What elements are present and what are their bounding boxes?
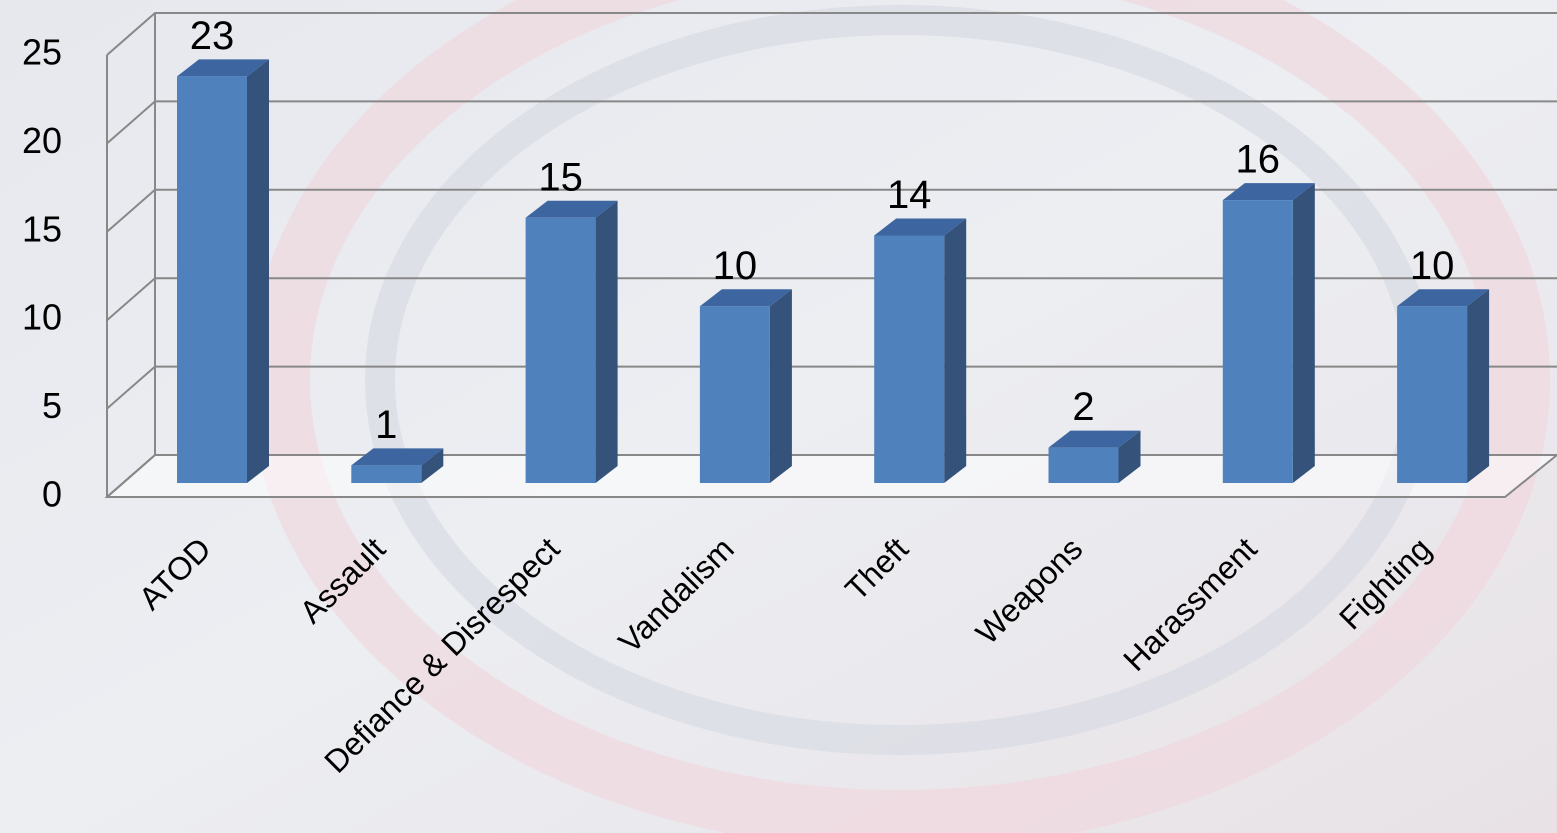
bar-side: [944, 218, 967, 484]
bar-side: [1118, 430, 1141, 483]
bar: [874, 218, 967, 484]
bar-top: [1397, 289, 1490, 307]
value-label: 23: [190, 14, 235, 58]
bar-top: [699, 289, 792, 307]
bar-front: [699, 306, 770, 483]
y-tick-label: 15: [22, 208, 62, 249]
bar-side: [595, 200, 618, 484]
value-label: 10: [713, 244, 758, 288]
value-label: 1: [375, 403, 397, 447]
bar: [1222, 183, 1315, 483]
bar-top: [1222, 183, 1315, 201]
bar-side: [421, 448, 444, 483]
grid-line: [106, 188, 1557, 233]
bar-front: [351, 465, 422, 483]
bar-top: [525, 200, 618, 218]
floor: [104, 454, 1557, 498]
background-logo: [250, 0, 1550, 833]
value-label: 10: [1410, 244, 1455, 288]
bar: [177, 59, 269, 484]
bar-front: [177, 76, 247, 484]
value-label: 15: [538, 155, 583, 199]
bar-top: [1048, 430, 1141, 448]
bar-side: [247, 59, 269, 484]
bar-front: [525, 217, 596, 484]
bar-side: [1292, 183, 1315, 483]
bar-front: [1048, 447, 1119, 483]
bar: [1397, 289, 1490, 483]
value-label: 2: [1072, 385, 1094, 429]
value-label: 16: [1236, 138, 1281, 182]
bar: [699, 289, 792, 483]
y-tick-label: 5: [42, 385, 62, 426]
bar: [1048, 430, 1141, 483]
grid-line: [106, 12, 1557, 56]
bar-side: [769, 289, 792, 483]
bar-front: [1222, 200, 1293, 483]
value-label: 14: [887, 173, 932, 217]
y-tick-label: 0: [42, 474, 62, 515]
bar-front: [874, 235, 945, 483]
bar-front: [1397, 306, 1468, 483]
bar-top: [874, 218, 967, 236]
y-tick-label: 10: [22, 297, 62, 338]
bar: [351, 448, 444, 483]
y-tick-label: 25: [22, 32, 62, 73]
bar-top: [177, 59, 269, 77]
bar: [525, 200, 618, 484]
grid-line: [106, 365, 1557, 410]
y-tick-label: 20: [22, 120, 62, 161]
grid-line: [106, 100, 1557, 145]
grid-line: [106, 277, 1557, 321]
bar-side: [1467, 289, 1490, 483]
bar-top: [351, 448, 444, 466]
